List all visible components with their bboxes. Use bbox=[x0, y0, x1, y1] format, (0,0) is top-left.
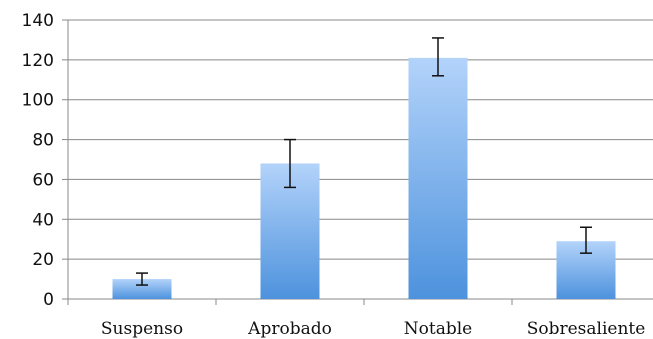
error-bar-suspenso bbox=[136, 272, 148, 286]
y-tick-label: 100 bbox=[22, 91, 54, 111]
labels: 0 20 40 60 80 100 120 140 Suspenso Aprobado Notabl… bbox=[22, 11, 646, 339]
bar-notable bbox=[408, 57, 468, 299]
y-tick-label: 140 bbox=[22, 11, 54, 31]
bars bbox=[112, 57, 616, 299]
bar-suspenso bbox=[112, 279, 172, 299]
y-tick-label: 120 bbox=[22, 51, 54, 71]
y-tick-label: 0 bbox=[43, 290, 54, 310]
error-bars bbox=[136, 37, 592, 286]
y-tick-label: 40 bbox=[32, 210, 54, 230]
x-category-label: Aprobado bbox=[247, 319, 332, 339]
x-category-label: Sobresaliente bbox=[527, 319, 646, 339]
gridlines bbox=[68, 19, 653, 260]
y-tick-label: 60 bbox=[32, 170, 54, 190]
x-category-label: Suspenso bbox=[101, 319, 183, 339]
y-tick-label: 20 bbox=[32, 250, 54, 270]
y-tick-label: 80 bbox=[32, 131, 54, 151]
x-category-label: Notable bbox=[404, 319, 472, 339]
error-bar-sobresaliente bbox=[580, 226, 592, 254]
error-bar-notable bbox=[432, 37, 444, 77]
error-bar-aprobado bbox=[284, 138, 296, 189]
